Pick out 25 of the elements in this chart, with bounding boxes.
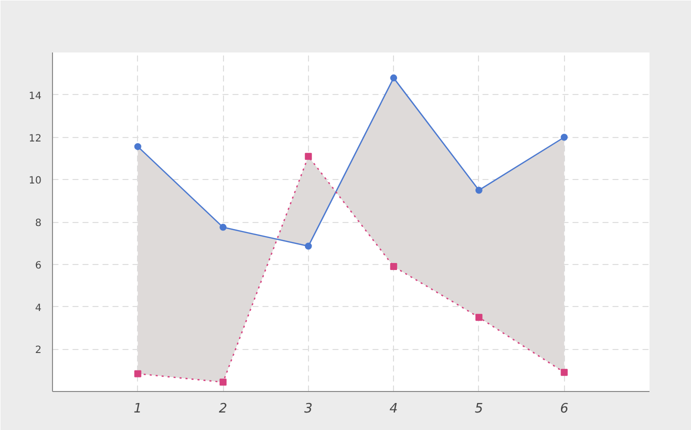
x-tick-label: 6	[560, 402, 568, 416]
y-tick-label: 2	[35, 345, 42, 356]
point	[560, 134, 568, 141]
y-tick-label: 6	[35, 260, 42, 272]
point	[304, 152, 312, 160]
point	[475, 186, 482, 194]
point	[390, 262, 398, 270]
y-tick-label: 12	[28, 133, 42, 144]
y-tick-label: 8	[35, 218, 42, 229]
y-tick-label: 4	[35, 302, 42, 314]
point	[475, 314, 482, 321]
x-tick-label: 1	[134, 402, 142, 416]
point	[134, 143, 142, 150]
x-tick-label: 4	[390, 402, 398, 416]
x-tick-label: 5	[474, 402, 484, 416]
point	[304, 242, 312, 250]
x-tick-label: 3	[304, 402, 313, 416]
point	[134, 370, 142, 378]
y-tick-label: 14	[28, 90, 42, 102]
point	[220, 224, 227, 231]
point	[220, 378, 227, 386]
point	[390, 74, 398, 82]
y-tick-label: 10	[28, 176, 42, 187]
point	[560, 368, 568, 376]
x-tick-label: 2	[218, 402, 228, 416]
